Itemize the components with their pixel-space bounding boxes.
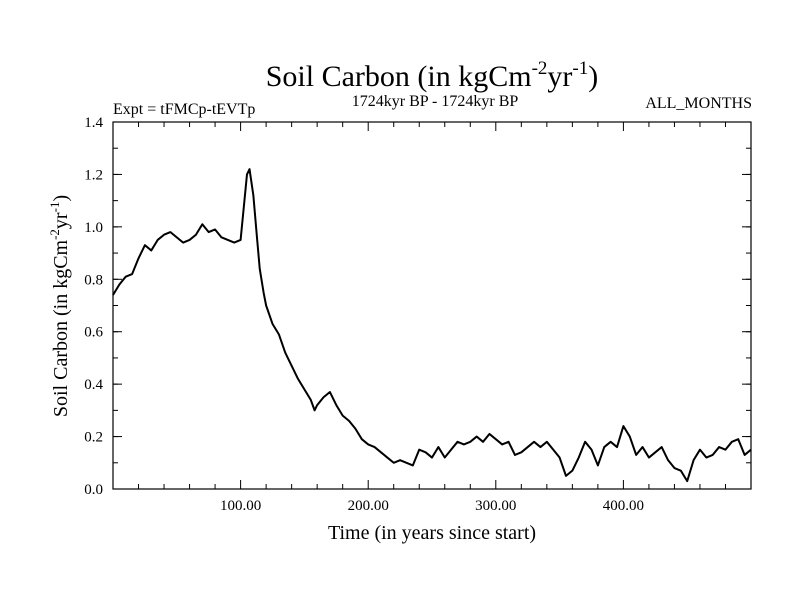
x-tick-label: 200.00 [348,498,389,514]
y-tick-label: 0.6 [84,325,103,341]
y-tick-label: 0.4 [84,377,103,393]
x-tick-label: 300.00 [475,498,516,514]
y-tick-label: 0.8 [84,272,103,288]
axis-ticks: 0.0 0.2 0.4 0.6 0.8 1.0 1.2 1.4 100.00 200.00 300.… [84,115,751,514]
y-tick-label: 1.4 [84,115,103,131]
y-tick-label: 1.0 [84,220,103,236]
x-axis-label: Time (in years since start) [328,522,536,544]
series-group [112,168,752,483]
y-axis-label: Soil Carbon (in kgCm-2yr-1) [47,195,72,417]
x-tick-label: 400.00 [603,498,644,514]
y-tick-label: 0.0 [84,482,103,498]
months-label: ALL_MONTHS [645,95,752,112]
y-tick-label: 1.2 [84,167,103,183]
y-tick-label: 0.2 [84,430,103,446]
plot-frame [112,121,752,490]
chart-title: Soil Carbon (in kgCm-2yr-1) [266,58,599,93]
x-tick-label: 100.00 [220,498,261,514]
soil-carbon-line [112,168,752,483]
experiment-label: Expt = tFMCp-tEVTp [113,101,255,118]
period-label: 1724kyr BP - 1724kyr BP [352,93,519,110]
